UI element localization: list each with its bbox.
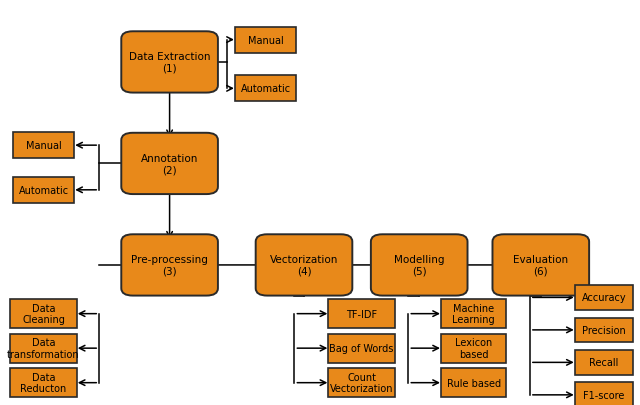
Text: Bag of Words: Bag of Words xyxy=(330,343,394,353)
Text: Data
transformation: Data transformation xyxy=(7,337,80,359)
FancyBboxPatch shape xyxy=(442,300,506,328)
FancyBboxPatch shape xyxy=(122,235,218,296)
FancyBboxPatch shape xyxy=(13,133,74,159)
FancyBboxPatch shape xyxy=(442,369,506,397)
Text: Annotation
(2): Annotation (2) xyxy=(141,153,198,175)
Text: Count
Vectorization: Count Vectorization xyxy=(330,372,394,394)
Text: Recall: Recall xyxy=(589,358,619,367)
Text: Vectorization
(4): Vectorization (4) xyxy=(270,254,338,276)
FancyBboxPatch shape xyxy=(10,369,77,397)
FancyBboxPatch shape xyxy=(328,369,395,397)
FancyBboxPatch shape xyxy=(235,76,296,102)
Text: Precision: Precision xyxy=(582,325,626,335)
Text: Pre-processing
(3): Pre-processing (3) xyxy=(131,254,208,276)
Text: Data
Cleaning: Data Cleaning xyxy=(22,303,65,325)
Text: Accuracy: Accuracy xyxy=(582,293,627,303)
FancyBboxPatch shape xyxy=(575,382,634,405)
Text: Manual: Manual xyxy=(26,141,61,151)
FancyBboxPatch shape xyxy=(575,318,634,343)
FancyBboxPatch shape xyxy=(235,28,296,53)
FancyBboxPatch shape xyxy=(10,334,77,363)
Text: Data
Reducton: Data Reducton xyxy=(20,372,67,394)
FancyBboxPatch shape xyxy=(442,334,506,363)
FancyBboxPatch shape xyxy=(575,350,634,375)
FancyBboxPatch shape xyxy=(493,235,589,296)
FancyBboxPatch shape xyxy=(122,32,218,94)
FancyBboxPatch shape xyxy=(575,285,634,310)
FancyBboxPatch shape xyxy=(13,177,74,203)
Text: Automatic: Automatic xyxy=(19,185,68,195)
Text: Rule based: Rule based xyxy=(447,378,500,388)
FancyBboxPatch shape xyxy=(328,334,395,363)
FancyBboxPatch shape xyxy=(122,134,218,195)
Text: Modelling
(5): Modelling (5) xyxy=(394,254,444,276)
Text: Evaluation
(6): Evaluation (6) xyxy=(513,254,568,276)
Text: Lexicon
based: Lexicon based xyxy=(455,337,492,359)
Text: Manual: Manual xyxy=(248,36,284,45)
Text: F1-score: F1-score xyxy=(584,390,625,400)
FancyBboxPatch shape xyxy=(371,235,468,296)
Text: Automatic: Automatic xyxy=(241,84,291,94)
FancyBboxPatch shape xyxy=(10,300,77,328)
Text: TF-IDF: TF-IDF xyxy=(346,309,377,319)
FancyBboxPatch shape xyxy=(255,235,352,296)
FancyBboxPatch shape xyxy=(328,300,395,328)
Text: Data Extraction
(1): Data Extraction (1) xyxy=(129,52,211,74)
Text: Machine
Learning: Machine Learning xyxy=(452,303,495,325)
